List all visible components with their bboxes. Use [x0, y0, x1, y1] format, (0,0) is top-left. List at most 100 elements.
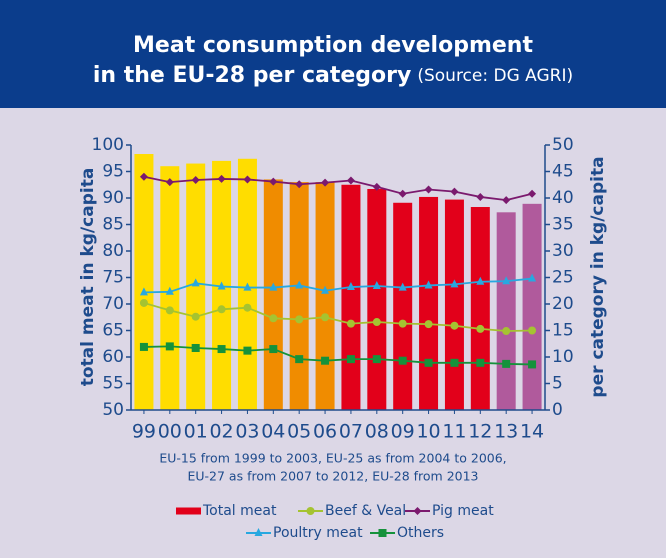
note: EU-27 as from 2007 to 2012, EU-28 from 2…: [187, 469, 478, 484]
y-axis-title: total meat in kg/capita: [78, 168, 98, 387]
x-tick-label: 02: [209, 421, 233, 443]
y2-tick-label: 45: [552, 162, 574, 182]
marker: [424, 185, 433, 194]
marker: [346, 355, 355, 364]
y2-tick-label: 30: [552, 241, 574, 261]
y2-tick-label: 15: [552, 321, 574, 341]
marker: [243, 282, 252, 291]
line: [143, 345, 533, 366]
marker: [476, 358, 485, 367]
marker: [217, 174, 226, 183]
bar: [289, 182, 309, 410]
bar: [393, 202, 413, 410]
y2-axis-title: per category in kg/capita: [588, 156, 608, 397]
bar: [367, 188, 387, 410]
y-tick-label: 90: [102, 188, 124, 208]
marker: [191, 343, 200, 352]
x-tick-label: 10: [416, 421, 440, 443]
marker: [165, 306, 174, 315]
bar: [522, 203, 542, 410]
marker: [502, 359, 511, 368]
y2-tick-label: 35: [552, 215, 574, 235]
y-tick-label: 95: [102, 162, 124, 182]
marker: [346, 319, 355, 328]
marker: [139, 342, 148, 351]
marker: [191, 278, 200, 287]
y2-tick-label: 10: [552, 347, 574, 367]
x-tick-label: 11: [442, 421, 466, 443]
note: EU-15 from 1999 to 2003, EU-25 as from 2…: [159, 451, 506, 466]
header: [0, 0, 666, 108]
y-tick-label: 55: [102, 374, 124, 394]
bar: [186, 163, 206, 410]
marker: [139, 298, 148, 307]
x-tick-label: 01: [184, 421, 208, 443]
x-tick-label: 06: [313, 421, 337, 443]
bar: [134, 154, 154, 410]
legend-label: Total meat: [202, 503, 277, 519]
x-tick-label: 04: [261, 421, 285, 443]
bar: [419, 196, 439, 410]
x-tick-label: 12: [468, 421, 492, 443]
x-tick-label: 09: [391, 421, 415, 443]
marker: [269, 282, 278, 291]
chart-title-line: in the EU-28 per category: [93, 63, 411, 88]
marker: [450, 321, 459, 330]
marker: [269, 345, 278, 354]
marker: [372, 182, 381, 191]
marker: [139, 172, 148, 181]
y-tick-label: 50: [102, 400, 124, 420]
bar: [315, 182, 335, 410]
marker: [450, 279, 459, 288]
x-tick-label: 13: [494, 421, 518, 443]
marker: [450, 358, 459, 367]
line: [143, 277, 533, 294]
y2-tick-label: 5: [552, 374, 563, 394]
marker: [191, 175, 200, 184]
marker: [295, 355, 304, 364]
legend-label: Others: [397, 525, 444, 541]
y-tick-label: 70: [102, 294, 124, 314]
bar: [341, 184, 361, 410]
marker: [424, 280, 433, 289]
marker: [217, 305, 226, 314]
x-tick-label: 03: [235, 421, 259, 443]
marker: [165, 178, 174, 187]
x-tick-label: 14: [520, 421, 544, 443]
marker: [243, 346, 252, 355]
marker: [528, 273, 537, 282]
legend-swatch: [176, 507, 201, 515]
marker: [217, 281, 226, 290]
marker: [528, 189, 537, 198]
x-tick-label: 08: [365, 421, 389, 443]
bar: [263, 179, 283, 410]
marker: [502, 196, 511, 205]
marker: [398, 189, 407, 198]
y2-tick-label: 50: [552, 135, 574, 155]
y-tick-label: 60: [102, 347, 124, 367]
marker: [295, 315, 304, 324]
marker: [269, 177, 278, 186]
marker: [398, 356, 407, 365]
marker: [269, 314, 278, 323]
marker: [424, 320, 433, 329]
marker: [424, 358, 433, 367]
marker: [398, 319, 407, 328]
marker: [191, 312, 200, 321]
marker: [165, 342, 174, 351]
y-tick-label: 65: [102, 321, 124, 341]
source: (Source: DG AGRI): [417, 66, 573, 86]
y2-tick-label: 20: [552, 294, 574, 314]
y2-tick-label: 0: [552, 400, 563, 420]
marker: [295, 280, 304, 289]
marker: [321, 313, 330, 322]
y-tick-label: 75: [102, 268, 124, 288]
y2-tick-label: 40: [552, 188, 574, 208]
marker: [243, 175, 252, 184]
marker: [502, 327, 511, 336]
legend-label: Poultry meat: [273, 525, 363, 541]
x-tick-label: 99: [132, 421, 156, 443]
marker: [476, 192, 485, 201]
y-tick-label: 80: [102, 241, 124, 261]
